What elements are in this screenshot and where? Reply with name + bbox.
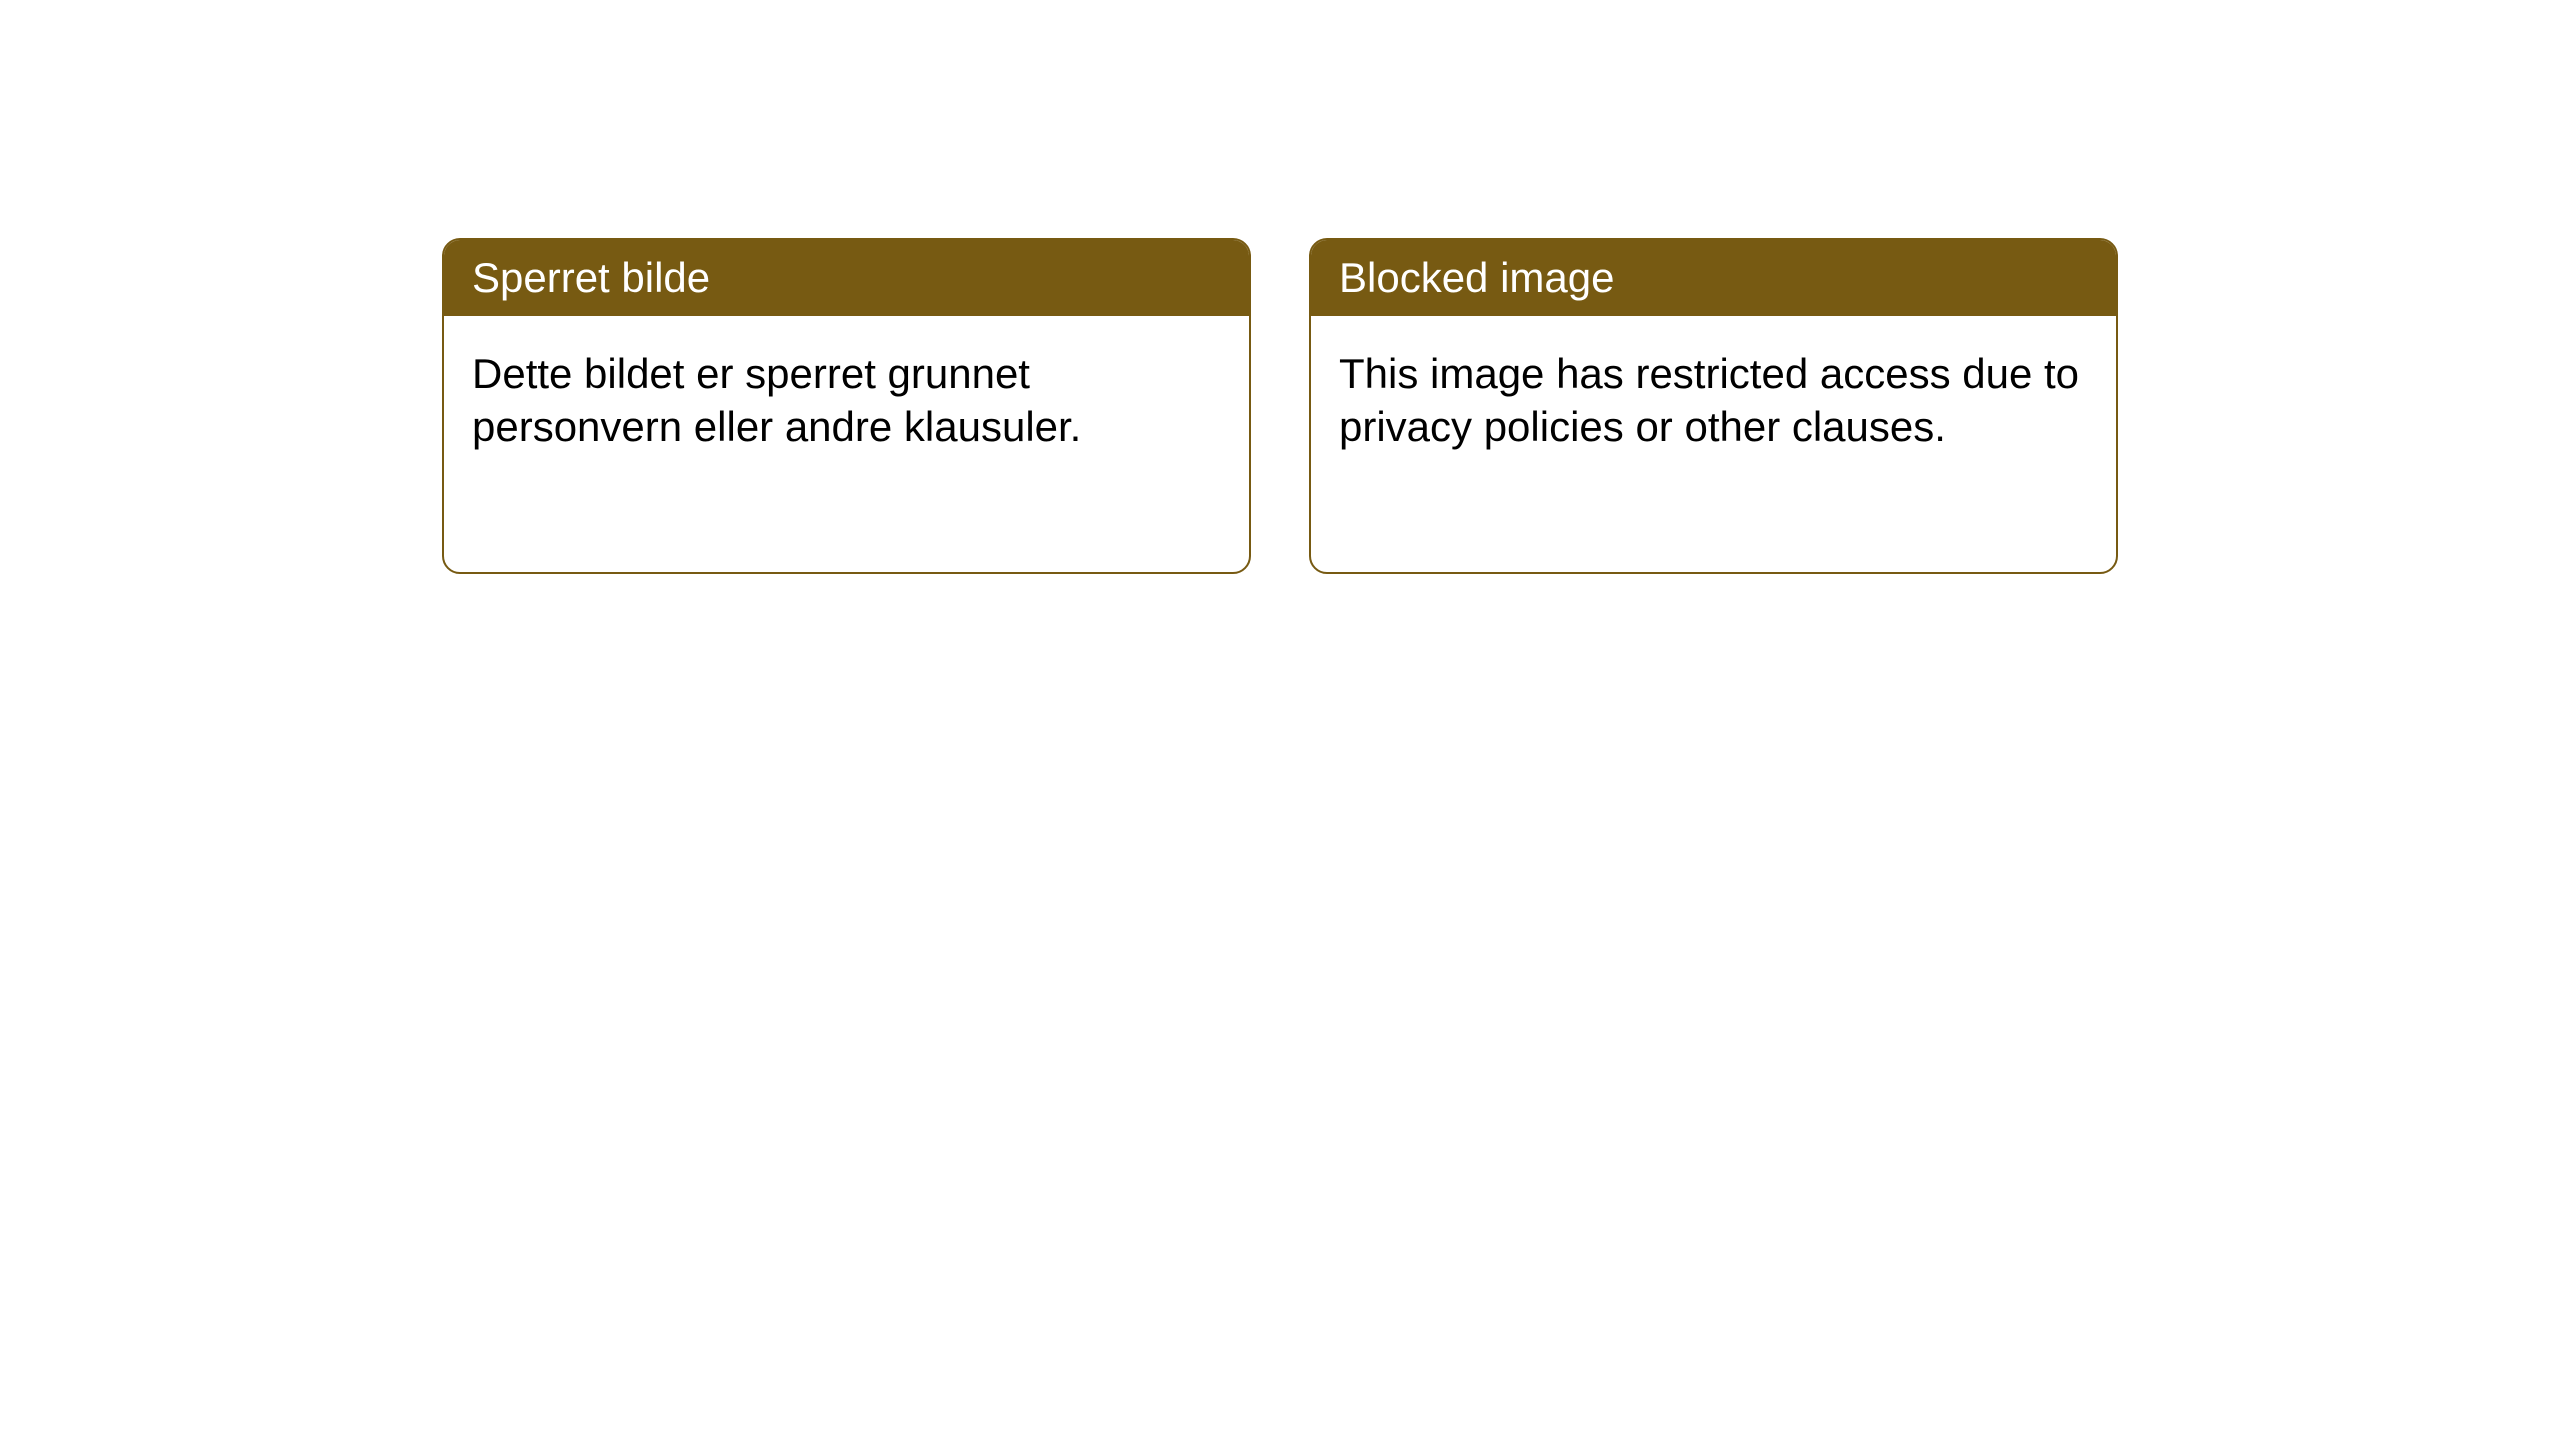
notice-card-norwegian: Sperret bilde Dette bildet er sperret gr… [442, 238, 1251, 574]
card-title: Blocked image [1339, 254, 1614, 301]
card-body: This image has restricted access due to … [1311, 316, 2116, 485]
card-title: Sperret bilde [472, 254, 710, 301]
notice-container: Sperret bilde Dette bildet er sperret gr… [442, 238, 2118, 574]
card-header: Sperret bilde [444, 240, 1249, 316]
card-body: Dette bildet er sperret grunnet personve… [444, 316, 1249, 485]
card-body-text: Dette bildet er sperret grunnet personve… [472, 350, 1081, 450]
card-body-text: This image has restricted access due to … [1339, 350, 2079, 450]
card-header: Blocked image [1311, 240, 2116, 316]
notice-card-english: Blocked image This image has restricted … [1309, 238, 2118, 574]
